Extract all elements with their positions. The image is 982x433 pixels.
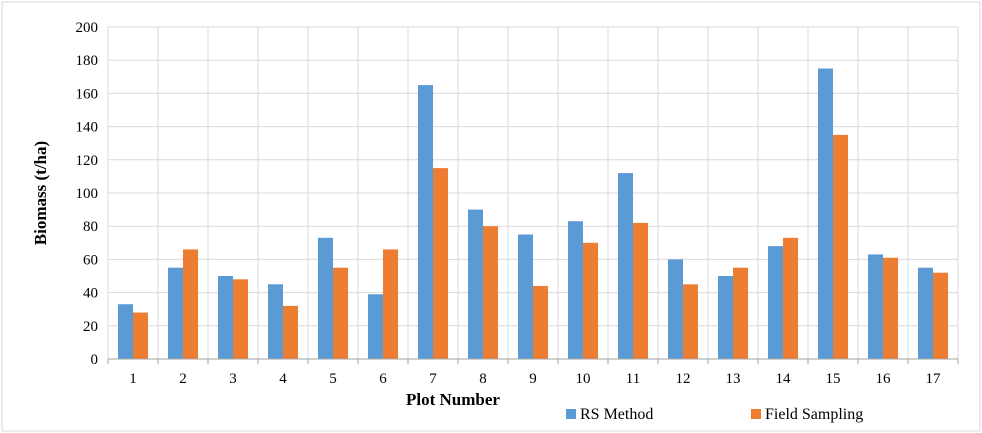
bar-rs-method-10 bbox=[568, 221, 583, 359]
x-tick-label: 1 bbox=[129, 371, 137, 387]
bar-rs-method-16 bbox=[868, 254, 883, 359]
y-tick-label: 180 bbox=[76, 53, 99, 69]
x-tick-label: 9 bbox=[529, 371, 537, 387]
legend-swatch-field-sampling bbox=[751, 409, 761, 419]
bar-field-sampling-3 bbox=[233, 279, 248, 359]
x-tick-label: 2 bbox=[179, 371, 187, 387]
bar-field-sampling-2 bbox=[183, 249, 198, 359]
y-tick-label: 140 bbox=[76, 120, 99, 136]
x-tick-label: 3 bbox=[229, 371, 237, 387]
bar-rs-method-17 bbox=[918, 267, 933, 359]
y-tick-label: 160 bbox=[76, 86, 99, 102]
bar-rs-method-2 bbox=[168, 267, 183, 359]
y-tick-label: 20 bbox=[83, 319, 98, 335]
legend: RS Method Field Sampling bbox=[566, 406, 863, 423]
bars bbox=[118, 68, 948, 359]
legend-label-field-sampling: Field Sampling bbox=[765, 406, 863, 423]
legend-label-rs-method: RS Method bbox=[580, 406, 653, 423]
bar-field-sampling-14 bbox=[783, 237, 798, 359]
x-tick-label: 13 bbox=[726, 371, 741, 387]
bar-field-sampling-6 bbox=[383, 249, 398, 359]
x-tick-label: 4 bbox=[279, 371, 287, 387]
bar-rs-method-1 bbox=[118, 304, 133, 359]
bar-rs-method-6 bbox=[368, 294, 383, 359]
bar-field-sampling-7 bbox=[433, 168, 448, 359]
bar-rs-method-14 bbox=[768, 246, 783, 359]
bar-field-sampling-16 bbox=[883, 257, 898, 359]
legend-swatch-rs-method bbox=[566, 409, 576, 419]
bar-rs-method-5 bbox=[318, 237, 333, 359]
bar-field-sampling-11 bbox=[633, 222, 648, 359]
y-tick-label: 100 bbox=[76, 186, 99, 202]
bar-rs-method-7 bbox=[418, 85, 433, 359]
y-tick-label: 0 bbox=[91, 352, 99, 368]
bar-rs-method-4 bbox=[268, 284, 283, 359]
x-tick-label: 14 bbox=[776, 371, 792, 387]
bar-field-sampling-5 bbox=[333, 267, 348, 359]
y-tick-label: 80 bbox=[83, 219, 98, 235]
x-tick-label: 12 bbox=[676, 371, 691, 387]
bar-field-sampling-4 bbox=[283, 305, 298, 359]
x-tick-label: 7 bbox=[429, 371, 437, 387]
bar-rs-method-13 bbox=[718, 276, 733, 359]
x-axis-title: Plot Number bbox=[406, 390, 500, 409]
bar-field-sampling-15 bbox=[833, 134, 848, 359]
x-tick-label: 8 bbox=[479, 371, 487, 387]
x-tick-label: 16 bbox=[876, 371, 892, 387]
bar-rs-method-15 bbox=[818, 68, 833, 359]
bar-rs-method-12 bbox=[668, 259, 683, 359]
bar-rs-method-3 bbox=[218, 276, 233, 359]
x-tick-label: 10 bbox=[576, 371, 591, 387]
bar-field-sampling-17 bbox=[933, 272, 948, 359]
x-tick-label: 5 bbox=[329, 371, 337, 387]
bar-field-sampling-12 bbox=[683, 284, 698, 359]
bar-rs-method-9 bbox=[518, 234, 533, 359]
bar-field-sampling-10 bbox=[583, 242, 598, 359]
x-tick-label: 6 bbox=[379, 371, 387, 387]
bar-field-sampling-9 bbox=[533, 285, 548, 359]
gridlines bbox=[107, 26, 959, 359]
bar-field-sampling-8 bbox=[483, 226, 498, 359]
bar-field-sampling-1 bbox=[133, 312, 148, 359]
x-tick-label: 17 bbox=[926, 371, 942, 387]
bar-rs-method-8 bbox=[468, 209, 483, 359]
y-tick-label: 200 bbox=[76, 20, 99, 36]
y-axis-title: Biomass (t/ha) bbox=[31, 141, 50, 245]
y-tick-label: 120 bbox=[76, 153, 99, 169]
x-tick-label: 11 bbox=[626, 371, 640, 387]
bar-field-sampling-13 bbox=[733, 267, 748, 359]
y-tick-label: 40 bbox=[83, 286, 98, 302]
bar-rs-method-11 bbox=[618, 173, 633, 359]
x-tick-label: 15 bbox=[826, 371, 841, 387]
y-tick-label: 60 bbox=[83, 252, 98, 268]
